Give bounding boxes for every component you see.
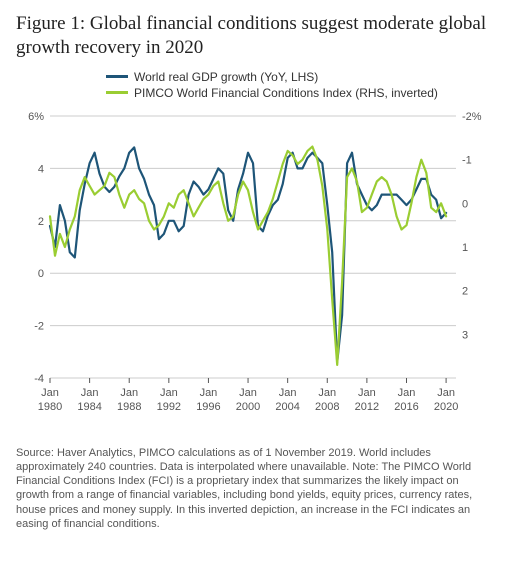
svg-text:2004: 2004 xyxy=(275,401,299,413)
svg-text:Jan: Jan xyxy=(358,387,376,399)
svg-text:-1: -1 xyxy=(462,154,472,166)
svg-text:2008: 2008 xyxy=(315,401,339,413)
chart-svg: -4 -2 0 2 4 6% -2% -1 0 1 2 3 Jan 1980 Jan 1984 Jan 1988 J… xyxy=(16,106,494,436)
svg-text:2000: 2000 xyxy=(236,401,260,413)
svg-text:Jan: Jan xyxy=(160,387,178,399)
svg-text:3: 3 xyxy=(462,329,468,341)
svg-text:6%: 6% xyxy=(28,111,44,123)
svg-text:-4: -4 xyxy=(34,373,44,385)
chart: -4 -2 0 2 4 6% -2% -1 0 1 2 3 Jan 1980 Jan 1984 Jan 1988 J… xyxy=(16,106,494,436)
source-note: Source: Haver Analytics, PIMCO calculati… xyxy=(16,446,494,532)
svg-text:1984: 1984 xyxy=(77,401,101,413)
svg-text:2016: 2016 xyxy=(394,401,418,413)
legend-label-gdp: World real GDP growth (YoY, LHS) xyxy=(134,70,318,84)
svg-text:-2%: -2% xyxy=(462,111,482,123)
legend-item-fci: PIMCO World Financial Conditions Index (… xyxy=(106,86,494,100)
svg-text:Jan: Jan xyxy=(81,387,99,399)
legend-label-fci: PIMCO World Financial Conditions Index (… xyxy=(134,86,438,100)
legend: World real GDP growth (YoY, LHS) PIMCO W… xyxy=(106,70,494,100)
svg-text:4: 4 xyxy=(38,163,44,175)
svg-text:Jan: Jan xyxy=(120,387,138,399)
svg-text:2020: 2020 xyxy=(434,401,458,413)
svg-text:Jan: Jan xyxy=(398,387,416,399)
svg-text:1992: 1992 xyxy=(157,401,181,413)
svg-text:Jan: Jan xyxy=(318,387,336,399)
svg-text:2: 2 xyxy=(462,285,468,297)
svg-text:1988: 1988 xyxy=(117,401,141,413)
svg-text:Jan: Jan xyxy=(200,387,218,399)
svg-text:-2: -2 xyxy=(34,320,44,332)
swatch-fci xyxy=(106,91,128,94)
svg-text:Jan: Jan xyxy=(41,387,59,399)
svg-text:2: 2 xyxy=(38,215,44,227)
swatch-gdp xyxy=(106,75,128,78)
svg-text:1: 1 xyxy=(462,242,468,254)
legend-item-gdp: World real GDP growth (YoY, LHS) xyxy=(106,70,494,84)
svg-text:Jan: Jan xyxy=(239,387,257,399)
svg-text:Jan: Jan xyxy=(437,387,455,399)
svg-text:1996: 1996 xyxy=(196,401,220,413)
svg-text:1980: 1980 xyxy=(38,401,62,413)
svg-text:0: 0 xyxy=(462,198,468,210)
figure-title: Figure 1: Global financial conditions su… xyxy=(16,12,494,60)
svg-text:0: 0 xyxy=(38,268,44,280)
svg-text:Jan: Jan xyxy=(279,387,297,399)
svg-text:2012: 2012 xyxy=(355,401,379,413)
